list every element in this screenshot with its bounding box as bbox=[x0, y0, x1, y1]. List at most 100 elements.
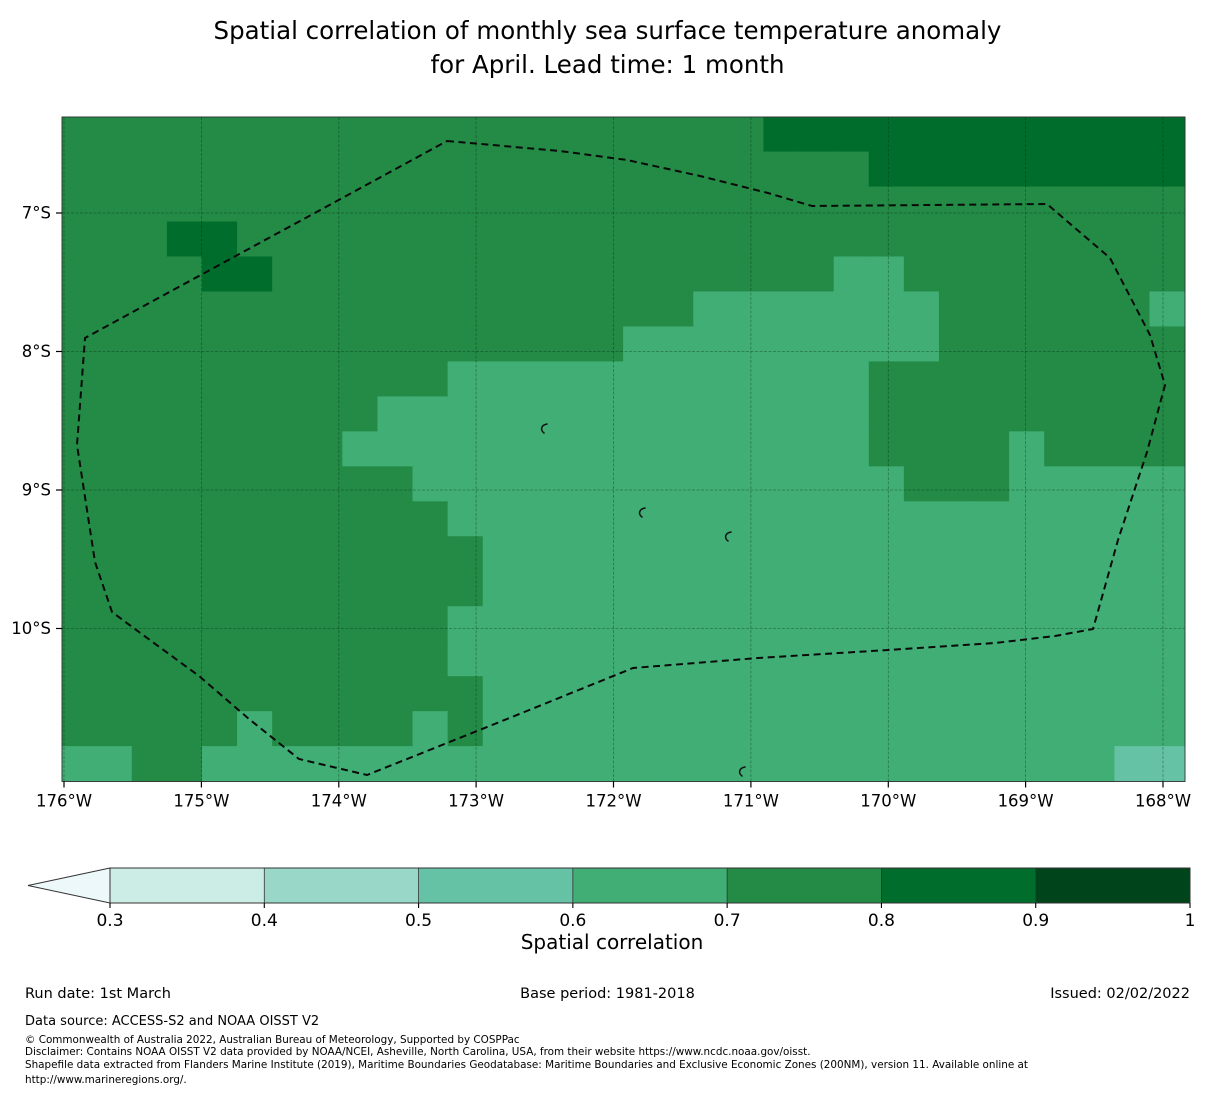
grid-cell bbox=[237, 606, 273, 642]
fine-print-line: Shapefile data extracted from Flanders M… bbox=[25, 1058, 1028, 1071]
grid-cell bbox=[728, 571, 765, 608]
grid-cell bbox=[623, 606, 659, 642]
grid-cell bbox=[938, 571, 975, 608]
grid-cell bbox=[1149, 431, 1186, 468]
colorbar-tick-label: 0.4 bbox=[251, 911, 278, 931]
map-svg: 176°W 175°W 174°W 173°W 172°W 171°W 170°W 169°W… bbox=[11, 116, 1191, 811]
grid-cell bbox=[96, 746, 133, 782]
grid-cell bbox=[763, 571, 800, 608]
grid-cell bbox=[166, 711, 203, 747]
grid-cell bbox=[166, 431, 203, 468]
grid-cell bbox=[131, 326, 168, 363]
grid-cell bbox=[1114, 536, 1151, 573]
grid-cell bbox=[728, 116, 765, 153]
grid-cell bbox=[96, 676, 133, 712]
grid-cell bbox=[903, 571, 940, 608]
grid-cell bbox=[763, 361, 800, 398]
grid-cell bbox=[1079, 746, 1116, 782]
grid-cell bbox=[763, 291, 800, 328]
grid-cell bbox=[272, 116, 309, 153]
grid-cell bbox=[868, 186, 905, 223]
grid-cell bbox=[96, 466, 133, 503]
grid-cell bbox=[412, 186, 449, 223]
grid-cell bbox=[798, 606, 835, 642]
colorbar-tick-label: 1 bbox=[1185, 911, 1196, 931]
grid-cell bbox=[1044, 151, 1081, 188]
grid-cell bbox=[342, 256, 379, 293]
grid-cell bbox=[307, 746, 344, 782]
grid-cell bbox=[798, 676, 835, 712]
grid-cell bbox=[798, 291, 835, 328]
grid-cell bbox=[272, 711, 309, 747]
grid-cell bbox=[658, 711, 695, 747]
grid-cell bbox=[166, 501, 203, 538]
grid-cell bbox=[868, 221, 905, 258]
grid-cell bbox=[96, 221, 133, 258]
grid-cell bbox=[868, 326, 905, 363]
grid-cell bbox=[131, 186, 168, 223]
grid-cell bbox=[272, 291, 309, 328]
grid-cell bbox=[974, 571, 1010, 608]
grid-cell bbox=[131, 431, 168, 468]
grid-cell bbox=[658, 746, 695, 782]
grid-cell bbox=[1044, 571, 1081, 608]
grid-cell bbox=[903, 606, 940, 642]
grid-cell bbox=[1009, 641, 1046, 677]
grid-cell bbox=[201, 396, 238, 433]
grid-cell bbox=[517, 396, 554, 433]
grid-cell bbox=[61, 221, 98, 258]
grid-cell bbox=[377, 361, 414, 398]
grid-cell bbox=[166, 746, 203, 782]
grid-cell bbox=[658, 361, 695, 398]
grid-cell bbox=[1009, 396, 1046, 433]
lon-tick-label: 171°W bbox=[723, 792, 779, 811]
grid-cell bbox=[588, 186, 624, 223]
grid-cell bbox=[342, 186, 379, 223]
grid-cell bbox=[693, 466, 730, 503]
grid-cell bbox=[1079, 536, 1116, 573]
grid-cell bbox=[201, 536, 238, 573]
grid-cell bbox=[517, 186, 554, 223]
grid-cell bbox=[833, 536, 870, 573]
grid-cell bbox=[903, 431, 940, 468]
grid-cell bbox=[307, 641, 344, 677]
grid-cell bbox=[1149, 221, 1186, 258]
grid-cell bbox=[447, 536, 484, 573]
grid-cell bbox=[96, 606, 133, 642]
grid-cell bbox=[201, 746, 238, 782]
grid-cell bbox=[728, 256, 765, 293]
grid-cell bbox=[868, 571, 905, 608]
grid-cell bbox=[412, 326, 449, 363]
grid-cell bbox=[447, 361, 484, 398]
grid-cell bbox=[658, 256, 695, 293]
grid-cell bbox=[1114, 641, 1151, 677]
grid-cell bbox=[693, 711, 730, 747]
colorbar-svg: 0.3 0.4 0.5 0.6 0.7 0.8 0.9 1 bbox=[27, 867, 1196, 931]
grid-cell bbox=[798, 326, 835, 363]
grid-cell bbox=[693, 571, 730, 608]
grid-cell bbox=[307, 571, 344, 608]
map-cells bbox=[61, 116, 1186, 782]
grid-cell bbox=[974, 396, 1010, 433]
grid-cell bbox=[307, 501, 344, 538]
eez-boundary-dashed-line bbox=[75, 139, 1167, 777]
grid-cell bbox=[868, 116, 905, 153]
grid-cell bbox=[342, 641, 379, 677]
grid-cell bbox=[1149, 501, 1186, 538]
grid-cell bbox=[728, 711, 765, 747]
grid-cell bbox=[798, 641, 835, 677]
colorbar-tick-label: 0.6 bbox=[559, 911, 586, 931]
grid-cell bbox=[938, 326, 975, 363]
grid-cell bbox=[412, 676, 449, 712]
grid-cell bbox=[482, 746, 519, 782]
grid-cell bbox=[728, 151, 765, 188]
grid-cell bbox=[377, 186, 414, 223]
grid-cell bbox=[1044, 431, 1081, 468]
map-frame bbox=[61, 116, 1186, 782]
grid-cell bbox=[377, 746, 414, 782]
grid-cell bbox=[201, 711, 238, 747]
base-period-text: Base period: 1981-2018 bbox=[520, 986, 695, 1002]
grid-cell bbox=[1114, 571, 1151, 608]
grid-cell bbox=[763, 256, 800, 293]
grid-cell bbox=[447, 116, 484, 153]
